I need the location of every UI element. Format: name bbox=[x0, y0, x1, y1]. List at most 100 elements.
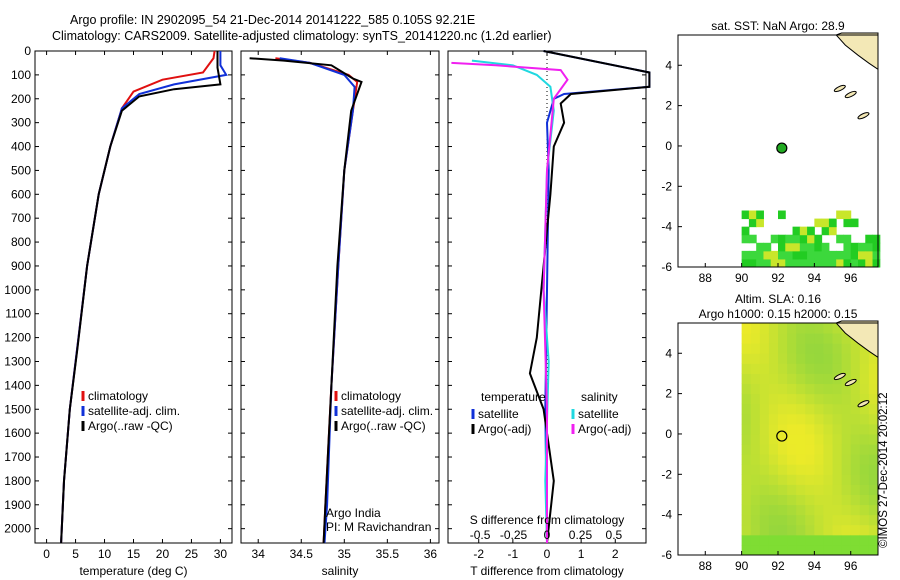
sla-cell bbox=[778, 353, 788, 364]
sla-cell bbox=[741, 464, 752, 475]
sla-cell bbox=[741, 383, 752, 395]
island-outline bbox=[844, 378, 857, 387]
sla-cell bbox=[859, 524, 870, 536]
sla-cell bbox=[832, 323, 843, 334]
sla-cell bbox=[750, 343, 761, 354]
sla-cell bbox=[750, 494, 761, 506]
sla-cell bbox=[741, 413, 752, 425]
sla-cell bbox=[796, 524, 806, 536]
sla-cell bbox=[868, 353, 879, 364]
map-title: sat. SST: NaN Argo: 28.9 bbox=[711, 19, 845, 33]
sla-cell bbox=[832, 393, 843, 405]
sla-cell bbox=[814, 343, 824, 354]
x-tick-label: 35 bbox=[338, 547, 352, 561]
sla-cell bbox=[832, 353, 843, 364]
x-tick-label: 34.5 bbox=[290, 547, 314, 561]
y-tick-label: 1300 bbox=[4, 354, 31, 368]
sla-cell bbox=[805, 534, 815, 546]
sla-cell bbox=[787, 393, 797, 405]
x-tick-label: 94 bbox=[808, 559, 822, 573]
sla-cell bbox=[805, 504, 815, 516]
x-tick-label: 2 bbox=[612, 547, 619, 561]
sla-cell bbox=[868, 544, 879, 556]
sst-cell bbox=[821, 226, 830, 236]
sla-cell bbox=[759, 383, 770, 395]
sla-cell bbox=[832, 484, 843, 495]
sla-cell bbox=[768, 343, 779, 354]
legend-label: climatology bbox=[88, 389, 148, 403]
sla-cell bbox=[796, 534, 806, 546]
sst-cell bbox=[872, 250, 881, 260]
sla-cell bbox=[796, 544, 806, 556]
sla-cell bbox=[841, 403, 852, 415]
sla-cell bbox=[805, 403, 815, 415]
sla-cell bbox=[805, 393, 815, 405]
sla-cell bbox=[814, 484, 824, 495]
sla-cell bbox=[787, 474, 797, 485]
x-axis-label: temperature (deg C) bbox=[79, 564, 187, 578]
sla-cell bbox=[741, 514, 752, 526]
x-tick-label: 94 bbox=[808, 271, 822, 285]
sla-cell bbox=[868, 484, 879, 495]
sla-cell bbox=[741, 444, 752, 455]
sst-cell bbox=[843, 218, 852, 228]
sla-cell bbox=[823, 393, 834, 405]
sla-cell bbox=[805, 524, 815, 536]
sla-cell bbox=[868, 524, 879, 536]
sla-cell bbox=[805, 494, 815, 506]
sla-cell bbox=[823, 494, 834, 506]
temperature-panel: 0100200300400500600700800900100011001200… bbox=[4, 44, 233, 578]
sla-cell bbox=[787, 544, 797, 556]
y-tick-label: 2000 bbox=[4, 522, 31, 536]
sst-cell bbox=[778, 210, 786, 220]
sla-cell bbox=[768, 373, 779, 385]
sla-cell bbox=[750, 464, 761, 475]
sla-cell bbox=[859, 423, 870, 435]
sst-cell bbox=[799, 226, 808, 236]
sla-cell bbox=[868, 413, 879, 425]
sla-cell bbox=[768, 383, 779, 395]
sla-cell bbox=[759, 474, 770, 485]
sst-cell bbox=[872, 234, 881, 244]
sla-cell bbox=[796, 454, 806, 465]
sla-cell bbox=[759, 484, 770, 495]
sla-cell bbox=[859, 444, 870, 455]
sla-cell bbox=[796, 373, 806, 385]
sla-cell bbox=[868, 373, 879, 385]
sla-cell bbox=[787, 494, 797, 506]
sla-cell bbox=[787, 373, 797, 385]
sst-cell bbox=[850, 242, 859, 252]
sst-cell bbox=[814, 234, 823, 244]
sla-cell bbox=[850, 383, 861, 395]
sla-cell bbox=[850, 524, 861, 536]
sst-cell bbox=[843, 210, 852, 220]
island-outline bbox=[833, 372, 846, 381]
series-line-climatology bbox=[275, 57, 359, 544]
sla-cell bbox=[850, 423, 861, 435]
sla-cell bbox=[787, 454, 797, 465]
sla-cell bbox=[850, 534, 861, 546]
sst-cell bbox=[843, 242, 852, 252]
y-tick-label: -4 bbox=[661, 508, 672, 522]
legend-label: satellite-adj. clim. bbox=[88, 404, 180, 418]
sla-cell bbox=[768, 494, 779, 506]
x-tick-label: -2 bbox=[473, 547, 484, 561]
sla-cell bbox=[778, 323, 788, 334]
difference-panel: -2 -1 0 1 2 T difference from climatology -0.5… bbox=[447, 50, 651, 578]
sla-cell bbox=[832, 413, 843, 425]
legend-label: Argo(..raw -QC) bbox=[88, 419, 173, 433]
sla-cell bbox=[841, 353, 852, 364]
figure-title-line2: Climatology: CARS2009. Satellite-adjuste… bbox=[52, 29, 552, 43]
sla-cell bbox=[868, 514, 879, 526]
sla-cell bbox=[814, 413, 824, 425]
sla-cell bbox=[778, 363, 788, 374]
sla-cell bbox=[823, 524, 834, 536]
sla-cell bbox=[841, 464, 852, 475]
legend-label: Argo(-adj) bbox=[478, 422, 531, 436]
sla-cell bbox=[850, 353, 861, 364]
x-tick-label: 25 bbox=[185, 547, 199, 561]
sla-cell bbox=[778, 423, 788, 435]
sla-cell bbox=[859, 494, 870, 506]
sla-cell bbox=[841, 474, 852, 485]
y-tick-label: 800 bbox=[11, 235, 31, 249]
